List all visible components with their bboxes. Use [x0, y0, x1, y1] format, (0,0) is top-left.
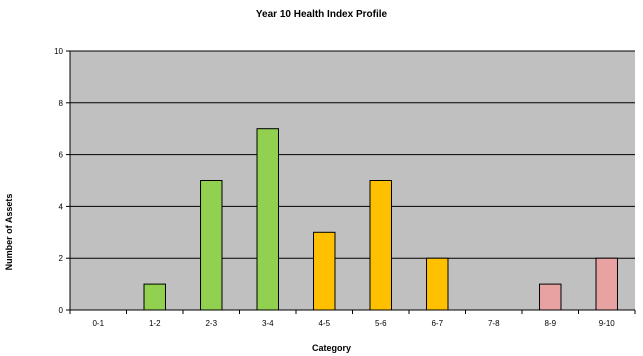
axes [66, 50, 636, 314]
bar-6-7 [426, 257, 449, 311]
x-tick-label: 1-2 [149, 319, 161, 328]
x-axis-label: Category [311, 343, 351, 353]
y-tick-label: 6 [59, 151, 64, 160]
x-tick-label: 2-3 [205, 319, 217, 328]
x-tick-label: 7-8 [488, 319, 500, 328]
y-tick-label: 4 [59, 202, 64, 211]
x-tick-label: 0-1 [92, 319, 104, 328]
y-tick-labels: 0 2 4 6 8 10 [54, 47, 63, 315]
bar-1-2 [143, 283, 166, 311]
plot-area [70, 51, 635, 310]
x-tick-labels: 0-1 1-2 2-3 3-4 4-5 5-6 6-7 7-8 8-9 9-10 [92, 319, 615, 328]
bar-4-5 [313, 231, 336, 311]
x-tick-label: 3-4 [262, 319, 274, 328]
bar-2-3 [200, 180, 223, 311]
x-tick-label: 6-7 [431, 319, 443, 328]
x-tick-label: 8-9 [544, 319, 556, 328]
x-tick-label: 4-5 [318, 319, 330, 328]
bars [143, 128, 618, 311]
bar-8-9 [539, 283, 562, 311]
chart-title: Year 10 Health Index Profile [255, 9, 388, 20]
x-tick-label: 9-10 [599, 319, 616, 328]
y-tick-label: 2 [59, 254, 64, 263]
y-tick-label: 0 [59, 306, 64, 315]
y-tick-label: 8 [59, 99, 64, 108]
x-tick-label: 5-6 [375, 319, 387, 328]
y-tick-label: 10 [54, 47, 63, 56]
gridlines [70, 50, 635, 259]
bar-9-10 [595, 257, 618, 311]
bar-3-4 [256, 128, 279, 311]
bar-5-6 [369, 180, 392, 311]
